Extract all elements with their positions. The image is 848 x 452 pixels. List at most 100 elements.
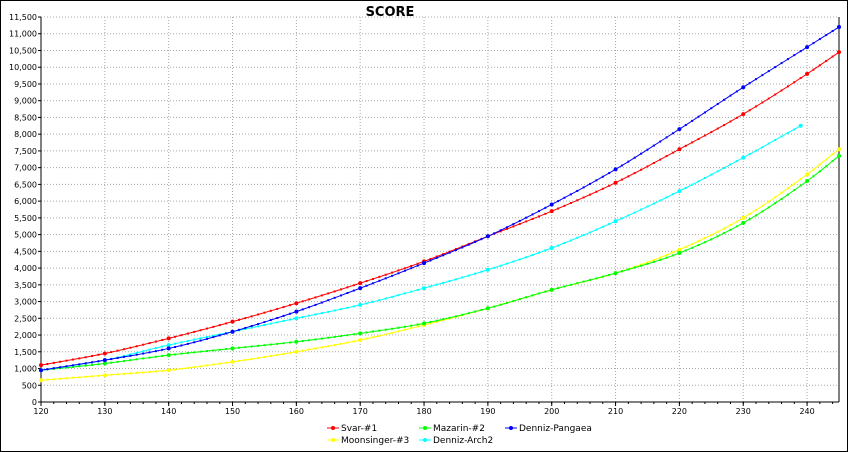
series-marker-denniz-pangaea: [761, 74, 764, 77]
series-marker-denniz-arch2: [327, 310, 330, 313]
series-marker-mazarin-2: [116, 360, 119, 363]
series-marker-svar-1: [231, 320, 234, 323]
series-marker-mazarin-2: [454, 315, 457, 318]
series-marker-svar-1: [429, 258, 432, 261]
series-marker-svar-1: [767, 97, 770, 100]
series-marker-denniz-arch2: [563, 242, 566, 245]
series-marker-mazarin-2: [65, 366, 68, 369]
series-marker-svar-1: [723, 124, 726, 127]
series-marker-mazarin-2: [544, 290, 547, 293]
series-marker-denniz-arch2: [416, 288, 419, 291]
series-marker-moonsinger-3: [269, 355, 272, 358]
series-marker-denniz-pangaea: [276, 316, 279, 319]
series-marker-mazarin-2: [518, 298, 521, 301]
series-marker-mazarin-2: [359, 332, 362, 335]
series-marker-svar-1: [410, 264, 413, 267]
series-marker-svar-1: [237, 318, 240, 321]
series-marker-denniz-pangaea: [793, 54, 796, 57]
series-marker-moonsinger-3: [640, 263, 643, 266]
series-marker-svar-1: [557, 207, 560, 210]
series-marker-denniz-pangaea: [576, 189, 579, 192]
series-marker-mazarin-2: [493, 305, 496, 308]
series-marker-svar-1: [308, 298, 311, 301]
series-marker-svar-1: [755, 105, 758, 108]
series-marker-svar-1: [812, 68, 815, 71]
series-marker-moonsinger-3: [148, 370, 151, 373]
series-marker-svar-1: [103, 352, 106, 355]
series-marker-moonsinger-3: [678, 248, 681, 251]
series-marker-mazarin-2: [512, 300, 515, 303]
series-marker-denniz-pangaea: [729, 94, 732, 97]
legend-label-denniz-arch2: Denniz-Arch2: [433, 436, 493, 446]
series-marker-denniz-pangaea: [46, 368, 49, 371]
series-marker-denniz-arch2: [531, 254, 534, 257]
series-marker-svar-1: [91, 355, 94, 358]
series-marker-mazarin-2: [429, 321, 432, 324]
series-marker-denniz-pangaea: [301, 308, 304, 311]
series-marker-denniz-pangaea: [40, 369, 42, 372]
series-marker-denniz-pangaea: [135, 353, 138, 356]
series-marker-denniz-arch2: [678, 190, 681, 193]
series-marker-svar-1: [454, 248, 457, 251]
series-marker-mazarin-2: [812, 175, 815, 178]
series-marker-denniz-pangaea: [314, 303, 317, 306]
series-marker-moonsinger-3: [97, 374, 100, 377]
series-marker-moonsinger-3: [327, 345, 330, 348]
series-marker-denniz-arch2: [410, 290, 413, 293]
series-marker-mazarin-2: [525, 296, 528, 299]
series-marker-moonsinger-3: [697, 240, 700, 243]
series-marker-denniz-arch2: [250, 326, 253, 329]
series-marker-svar-1: [697, 137, 700, 140]
series-line-mazarin-2: [40, 155, 840, 371]
series-marker-denniz-pangaea: [563, 196, 566, 199]
series-marker-mazarin-2: [225, 348, 228, 351]
series-marker-denniz-pangaea: [129, 354, 132, 357]
series-marker-denniz-pangaea: [84, 362, 87, 365]
series-marker-moonsinger-3: [378, 334, 381, 337]
series-marker-moonsinger-3: [276, 353, 279, 356]
series-marker-mazarin-2: [735, 225, 738, 228]
x-axis-ticks: 120 130 140 150 160 170 180 190 200 210 220 230 240: [33, 402, 834, 416]
series-marker-denniz-pangaea: [212, 336, 215, 339]
series-marker-svar-1: [595, 190, 598, 193]
series-marker-moonsinger-3: [40, 379, 42, 382]
series-marker-denniz-arch2: [397, 294, 400, 297]
series-marker-denniz-pangaea: [831, 30, 834, 33]
series-marker-denniz-arch2: [174, 342, 177, 345]
series-marker-svar-1: [84, 356, 87, 359]
series-marker-denniz-pangaea: [199, 339, 202, 342]
series-marker-denniz-arch2: [652, 202, 655, 205]
series-marker-denniz-arch2: [186, 339, 189, 342]
series-marker-denniz-pangaea: [672, 132, 675, 135]
series-marker-mazarin-2: [122, 360, 125, 363]
series-marker-svar-1: [282, 306, 285, 309]
series-marker-denniz-arch2: [672, 193, 675, 196]
series-marker-denniz-arch2: [659, 199, 662, 202]
series-marker-denniz-pangaea: [678, 128, 681, 131]
series-marker-mazarin-2: [767, 206, 770, 209]
series-marker-moonsinger-3: [359, 339, 362, 342]
series-marker-mazarin-2: [340, 335, 343, 338]
series-marker-denniz-pangaea: [403, 269, 406, 272]
series-marker-mazarin-2: [391, 327, 394, 330]
series-marker-denniz-arch2: [142, 350, 145, 353]
series-marker-denniz-pangaea: [257, 323, 260, 326]
series-marker-denniz-arch2: [506, 262, 509, 265]
series-marker-mazarin-2: [333, 335, 336, 338]
series-marker-svar-1: [799, 77, 802, 80]
series-marker-svar-1: [518, 222, 521, 225]
series-marker-svar-1: [684, 144, 687, 147]
x-tick-label: 140: [161, 407, 176, 416]
series-marker-mazarin-2: [263, 344, 266, 347]
series-marker-denniz-pangaea: [818, 38, 821, 41]
series-marker-moonsinger-3: [65, 377, 68, 380]
series-marker-denniz-pangaea: [103, 359, 106, 362]
series-marker-denniz-pangaea: [589, 182, 592, 185]
series-marker-svar-1: [391, 271, 394, 274]
series-marker-denniz-arch2: [474, 272, 477, 275]
series-marker-svar-1: [384, 273, 387, 276]
series-marker-svar-1: [244, 317, 247, 320]
x-tick-label: 230: [736, 407, 751, 416]
series-marker-svar-1: [544, 212, 547, 215]
